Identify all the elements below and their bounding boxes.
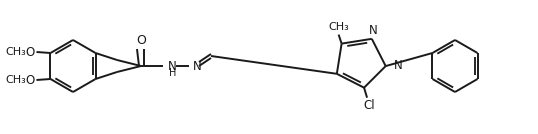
Text: N: N <box>193 59 202 72</box>
Text: H: H <box>169 68 176 78</box>
Text: O: O <box>136 34 146 47</box>
Text: CH₃: CH₃ <box>5 47 26 57</box>
Text: Cl: Cl <box>363 99 375 112</box>
Text: O: O <box>26 46 35 59</box>
Text: O: O <box>26 74 35 87</box>
Text: CH₃: CH₃ <box>5 75 26 85</box>
Text: N: N <box>394 59 402 72</box>
Text: CH₃: CH₃ <box>328 22 349 32</box>
Text: N: N <box>369 24 377 37</box>
Text: N: N <box>168 59 177 72</box>
